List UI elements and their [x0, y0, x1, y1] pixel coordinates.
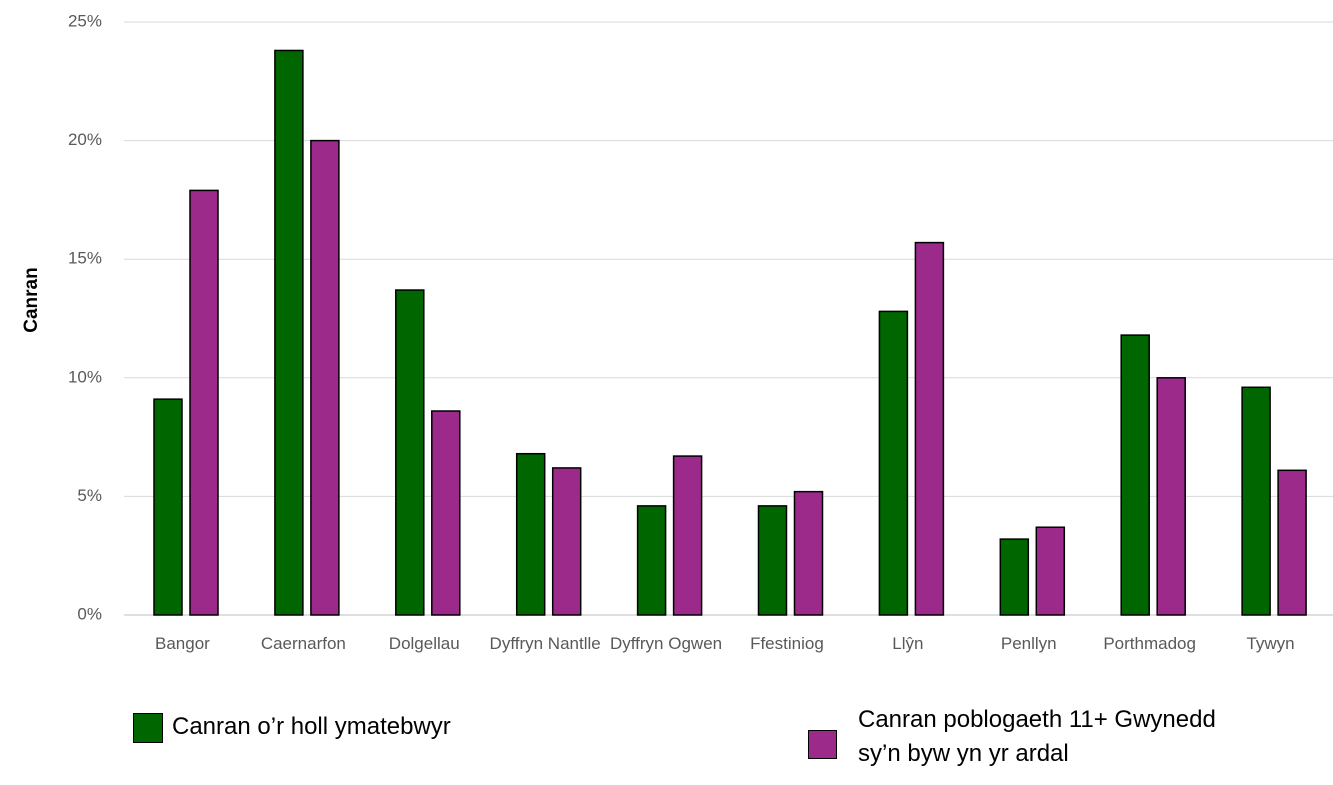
- bar: [793, 490, 824, 616]
- bar: [1120, 334, 1150, 616]
- legend-swatch: [808, 730, 837, 759]
- x-tick-label: Porthmadog: [1103, 634, 1196, 653]
- bar: [310, 139, 340, 616]
- bar: [274, 49, 304, 616]
- bar: [999, 538, 1030, 616]
- bar: [1156, 377, 1186, 616]
- x-tick-label: Llŷn: [892, 634, 924, 653]
- bar: [878, 310, 909, 616]
- bar: [636, 505, 667, 616]
- x-tick-label: Dyffryn Ogwen: [609, 634, 723, 653]
- bar: [153, 398, 183, 616]
- bar: [1035, 526, 1066, 616]
- bar: [431, 410, 461, 616]
- bar: [1277, 469, 1307, 616]
- bar: [914, 241, 945, 616]
- x-tick-label: Caernarfon: [260, 634, 346, 653]
- legend-entry: Canran poblogaeth 11+ Gwynedd sy’n byw y…: [858, 706, 1216, 767]
- x-tick-label: Bangor: [155, 634, 210, 653]
- y-tick-label: 20%: [68, 130, 102, 149]
- bar: [551, 467, 582, 616]
- x-tick-label: Penllyn: [1000, 634, 1057, 653]
- bar: [515, 452, 546, 616]
- bar: [395, 289, 425, 616]
- y-axis-label: Canran: [21, 267, 42, 332]
- y-tick-label: 0%: [77, 604, 102, 623]
- bar: [672, 455, 703, 616]
- y-tick-label: 10%: [68, 367, 102, 386]
- bar: [1241, 386, 1271, 616]
- x-tick-label: Ffestiniog: [750, 634, 824, 653]
- x-tick-label: Tywyn: [1246, 634, 1295, 653]
- legend-swatch: [133, 713, 163, 743]
- x-tick-label: Dyffryn Nantlle: [489, 634, 601, 653]
- x-tick-label: Dolgellau: [388, 634, 460, 653]
- y-tick-label: 25%: [68, 11, 102, 30]
- legend-entry: Canran o’r holl ymatebwyr: [172, 713, 451, 740]
- y-tick-label: 5%: [77, 486, 102, 505]
- bar: [189, 189, 219, 616]
- y-tick-label: 15%: [68, 249, 102, 268]
- bar: [757, 505, 788, 616]
